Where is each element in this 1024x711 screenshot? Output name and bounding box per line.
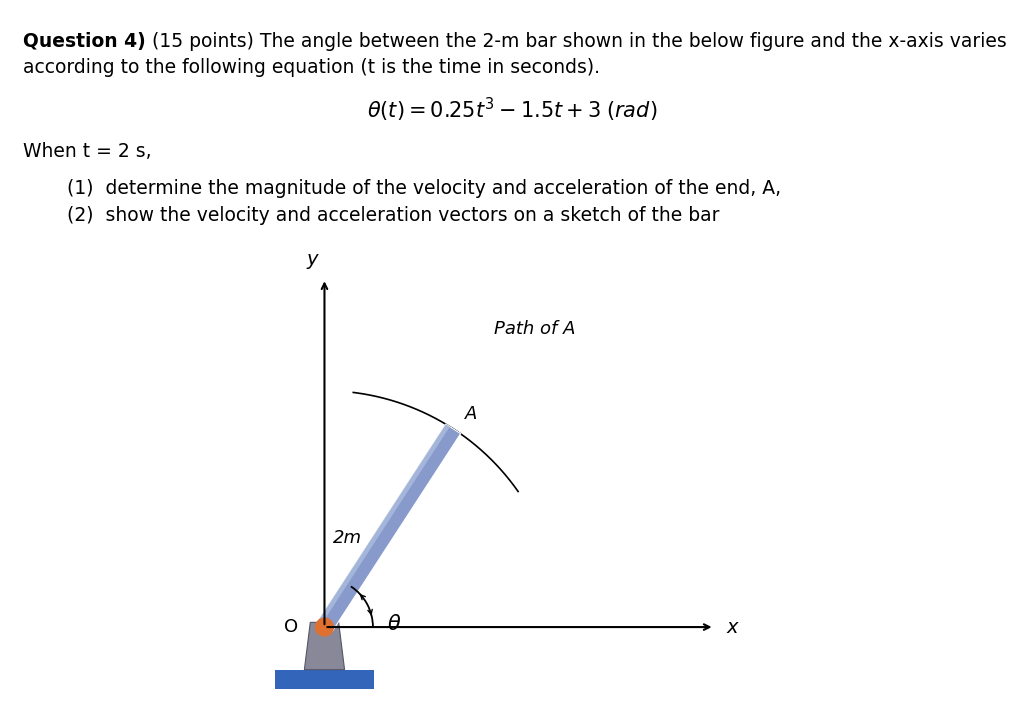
Polygon shape [304,622,344,670]
Text: $\theta(t) = 0.25t^3 - 1.5t + 3\;(rad)$: $\theta(t) = 0.25t^3 - 1.5t + 3\;(rad)$ [367,96,657,124]
Text: A: A [465,405,477,423]
Text: O: O [285,618,298,636]
Text: 2m: 2m [333,529,361,547]
Circle shape [315,618,334,636]
Text: (2)  show the velocity and acceleration vectors on a sketch of the bar: (2) show the velocity and acceleration v… [67,206,719,225]
Bar [274,670,374,688]
Text: (15 points) The angle between the 2-m bar shown in the below figure and the x-ax: (15 points) The angle between the 2-m ba… [152,32,1007,51]
Polygon shape [317,424,461,632]
Text: When t = 2 s,: When t = 2 s, [23,142,152,161]
Text: (1)  determine the magnitude of the velocity and acceleration of the end, A,: (1) determine the magnitude of the veloc… [67,179,780,198]
Polygon shape [317,424,450,625]
Text: according to the following equation (t is the time in seconds).: according to the following equation (t i… [23,58,599,77]
Text: $\theta$: $\theta$ [387,614,401,634]
Text: Question 4): Question 4) [23,32,145,51]
Text: x: x [726,618,738,636]
Text: y: y [307,250,318,269]
Text: Path of A: Path of A [495,320,575,338]
